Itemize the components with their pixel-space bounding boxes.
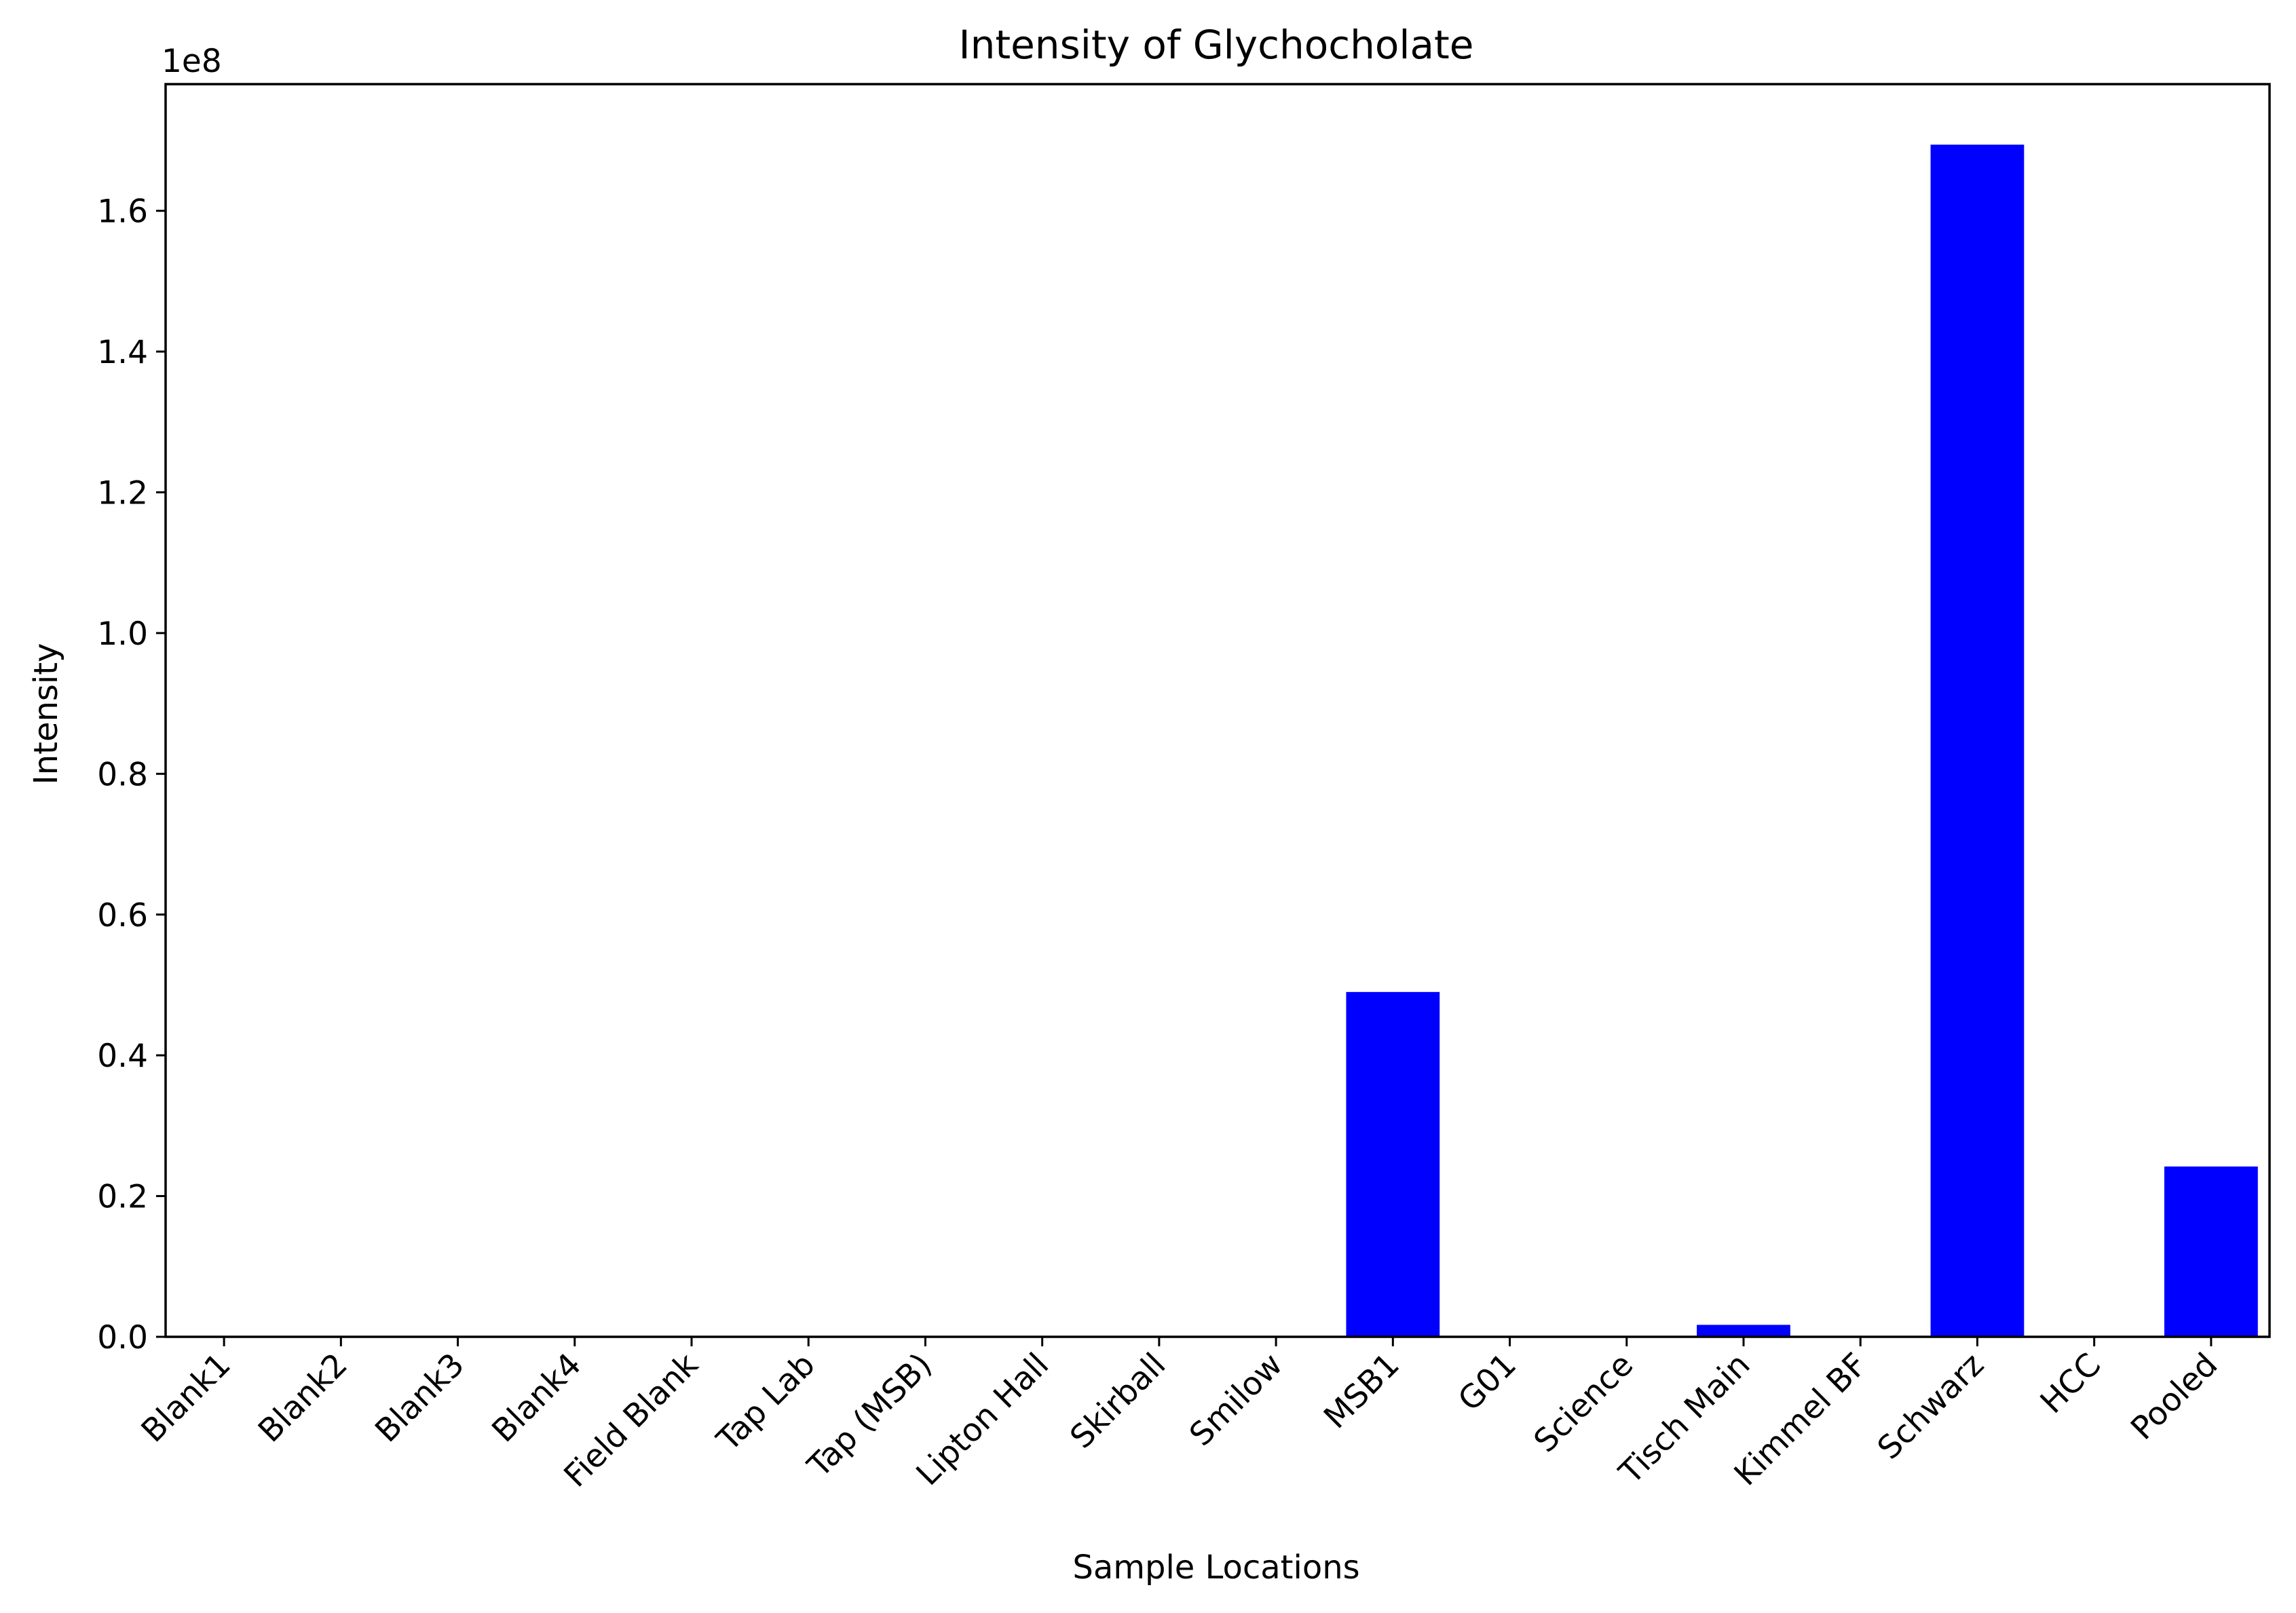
x-tick-label: Blank2	[251, 1346, 355, 1450]
x-tick-label: HCC	[2033, 1346, 2108, 1421]
y-axis-label: Intensity	[27, 643, 65, 785]
y-axis-offset-label: 1e8	[162, 43, 222, 80]
y-tick-label: 1.4	[97, 334, 148, 371]
y-tick-label: 0.0	[97, 1319, 148, 1356]
bar-msb1	[1346, 991, 1440, 1337]
bar-pooled	[2164, 1166, 2258, 1337]
chart-title: Intensity of Glychocholate	[959, 22, 1474, 68]
y-tick-label: 1.2	[97, 475, 148, 512]
y-tick-label: 0.6	[97, 897, 148, 934]
x-tick-label: Blank3	[368, 1346, 472, 1450]
y-tick-label: 0.8	[97, 756, 148, 793]
x-tick-label: Science	[1527, 1346, 1641, 1460]
x-tick-label: Blank1	[134, 1346, 238, 1450]
y-tick-label: 1.0	[97, 615, 148, 653]
x-tick-label: Skirball	[1063, 1346, 1173, 1456]
bar-tisch-main	[1697, 1325, 1790, 1337]
y-tick-label: 0.2	[97, 1179, 148, 1216]
bar-schwarz	[1930, 145, 2025, 1337]
plot-frame	[164, 83, 2271, 1338]
x-tick-label: Tap Lab	[709, 1346, 822, 1459]
y-tick-label: 1.6	[97, 193, 148, 231]
bars-group	[1346, 145, 2258, 1337]
x-tick-label: G01	[1451, 1346, 1524, 1419]
x-tick-label: MSB1	[1317, 1346, 1407, 1437]
y-tick-label: 0.4	[97, 1038, 148, 1075]
x-axis-label: Sample Locations	[1072, 1549, 1359, 1587]
x-tick-label: Schwarz	[1870, 1346, 1991, 1467]
y-axis-ticks: 0.0 0.2 0.4 0.6 0.8 1.0 1.2 1.4 1.6	[97, 193, 166, 1356]
x-tick-label: Smilow	[1182, 1346, 1290, 1454]
x-tick-label: Blank4	[485, 1346, 589, 1450]
x-tick-label: Pooled	[2124, 1346, 2225, 1447]
